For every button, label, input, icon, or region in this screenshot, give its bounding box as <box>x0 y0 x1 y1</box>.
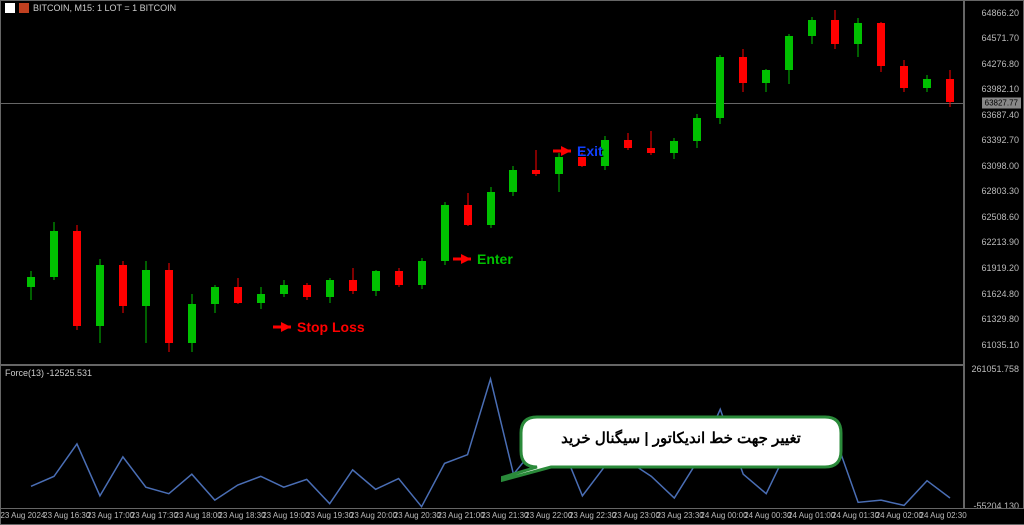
price-y-axis: 64866.20 64571.70 64276.80 63982.10 63687.40… <box>963 1 1023 365</box>
y-tick-label: 64276.80 <box>981 59 1019 69</box>
x-tick-label: 23 Aug 23:30 <box>657 511 704 520</box>
indicator-y-tick: 261051.758 <box>971 364 1019 374</box>
x-tick-label: 23 Aug 19:30 <box>306 511 353 520</box>
x-tick-label: 23 Aug 23:00 <box>613 511 660 520</box>
price-chart-panel[interactable] <box>1 1 965 365</box>
x-tick-label: 23 Aug 19:00 <box>262 511 309 520</box>
exit-label: Exit <box>577 143 603 159</box>
x-tick-label: 24 Aug 02:00 <box>876 511 923 520</box>
y-tick-label: 61329.80 <box>981 314 1019 324</box>
x-tick-label: 23 Aug 18:30 <box>218 511 265 520</box>
y-tick-label: 61624.80 <box>981 289 1019 299</box>
x-tick-label: 23 Aug 22:30 <box>569 511 616 520</box>
x-tick-label: 23 Aug 22:00 <box>525 511 572 520</box>
x-tick-label: 23 Aug 18:00 <box>175 511 222 520</box>
x-tick-label: 23 Aug 2024 <box>0 511 45 520</box>
arrow-right-icon <box>461 254 471 264</box>
x-tick-label: 23 Aug 16:30 <box>43 511 90 520</box>
chart-icon-2 <box>19 3 29 13</box>
y-tick-label: 61919.20 <box>981 263 1019 273</box>
y-tick-label: 63982.10 <box>981 84 1019 94</box>
current-price-tag: 63827.77 <box>982 97 1021 108</box>
indicator-y-axis: 261051.758-55204.130 <box>963 365 1023 510</box>
chart-icon <box>5 3 15 13</box>
enter-label: Enter <box>477 251 513 267</box>
arrow-right-icon <box>281 322 291 332</box>
stoploss-annotation: Stop Loss <box>281 319 365 335</box>
x-tick-label: 23 Aug 21:00 <box>438 511 485 520</box>
y-tick-label: 62508.60 <box>981 212 1019 222</box>
y-tick-label: 62803.30 <box>981 186 1019 196</box>
y-tick-label: 64866.20 <box>981 8 1019 18</box>
x-tick-label: 24 Aug 01:30 <box>832 511 879 520</box>
enter-annotation: Enter <box>461 251 513 267</box>
x-tick-label: 23 Aug 20:00 <box>350 511 397 520</box>
x-tick-label: 23 Aug 20:30 <box>394 511 441 520</box>
y-tick-label: 64571.70 <box>981 33 1019 43</box>
arrow-right-icon <box>561 146 571 156</box>
chart-title-bar: BITCOIN, M15: 1 LOT = 1 BITCOIN <box>5 3 176 13</box>
exit-annotation: Exit <box>561 143 603 159</box>
x-tick-label: 23 Aug 17:30 <box>131 511 178 520</box>
chart-title: BITCOIN, M15: 1 LOT = 1 BITCOIN <box>33 3 176 13</box>
x-tick-label: 24 Aug 00:00 <box>700 511 747 520</box>
y-tick-label: 63687.40 <box>981 110 1019 120</box>
x-tick-label: 23 Aug 21:30 <box>481 511 528 520</box>
y-tick-label: 63392.70 <box>981 135 1019 145</box>
stoploss-label: Stop Loss <box>297 319 365 335</box>
y-tick-label: 61035.10 <box>981 340 1019 350</box>
x-tick-label: 23 Aug 17:00 <box>87 511 134 520</box>
x-tick-label: 24 Aug 00:30 <box>744 511 791 520</box>
y-tick-label: 62213.90 <box>981 237 1019 247</box>
time-x-axis: 23 Aug 202423 Aug 16:3023 Aug 17:0023 Au… <box>1 508 1024 524</box>
y-tick-label: 63098.00 <box>981 161 1019 171</box>
x-tick-label: 24 Aug 02:30 <box>920 511 967 520</box>
x-tick-label: 24 Aug 01:00 <box>788 511 835 520</box>
callout-text: تغییر جهت خط اندیکاتور | سیگنال خرید <box>531 429 831 447</box>
